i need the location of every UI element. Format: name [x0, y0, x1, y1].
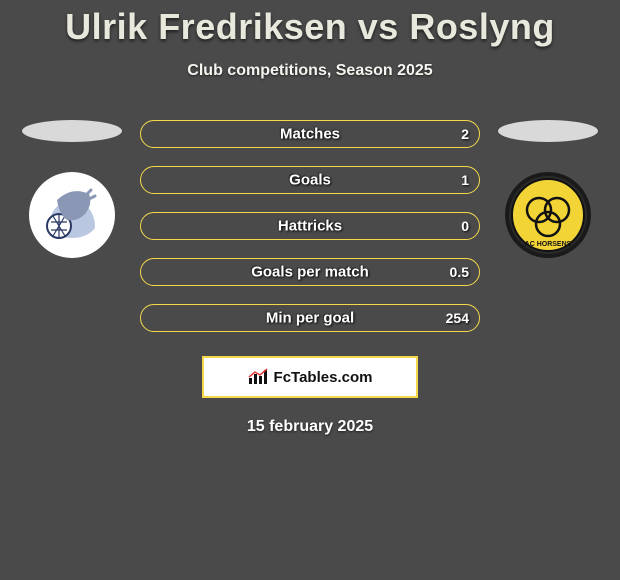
comparison-card: Ulrik Fredriksen vs Roslyng Club competi…	[0, 0, 620, 436]
stat-row-matches: Matches 2	[140, 120, 480, 148]
page-title: Ulrik Fredriksen vs Roslyng	[0, 6, 620, 48]
ac-horsens-logo-icon: AC HORSENS	[509, 176, 587, 254]
club-logo-left	[29, 172, 115, 258]
stat-label: Hattricks	[278, 218, 342, 235]
stat-value-right: 254	[446, 310, 469, 326]
stat-row-goals: Goals 1	[140, 166, 480, 194]
date-line: 15 february 2025	[0, 418, 620, 436]
stat-row-goals-per-match: Goals per match 0.5	[140, 258, 480, 286]
svg-text:AC HORSENS: AC HORSENS	[525, 241, 572, 248]
bar-chart-icon	[248, 368, 270, 386]
brand-text: FcTables.com	[274, 369, 373, 386]
player-right-photo-placeholder	[498, 120, 598, 142]
stat-label: Min per goal	[266, 310, 354, 327]
stat-bars: Matches 2 Goals 1 Hattricks 0 Goals per …	[140, 120, 480, 332]
stat-label: Goals	[289, 172, 331, 189]
stat-label: Goals per match	[251, 264, 369, 281]
stat-value-right: 1	[461, 172, 469, 188]
stat-row-hattricks: Hattricks 0	[140, 212, 480, 240]
sarpsborg-logo-icon	[37, 180, 107, 250]
content-row: Matches 2 Goals 1 Hattricks 0 Goals per …	[0, 120, 620, 332]
stat-value-right: 0	[461, 218, 469, 234]
stat-label: Matches	[280, 126, 340, 143]
stat-value-right: 2	[461, 126, 469, 142]
player-left-column	[22, 120, 122, 258]
brand-box[interactable]: FcTables.com	[202, 356, 418, 398]
club-logo-right: AC HORSENS	[505, 172, 591, 258]
stat-value-right: 0.5	[450, 264, 469, 280]
player-left-photo-placeholder	[22, 120, 122, 142]
player-right-column: AC HORSENS	[498, 120, 598, 258]
stat-row-min-per-goal: Min per goal 254	[140, 304, 480, 332]
page-subtitle: Club competitions, Season 2025	[0, 62, 620, 80]
